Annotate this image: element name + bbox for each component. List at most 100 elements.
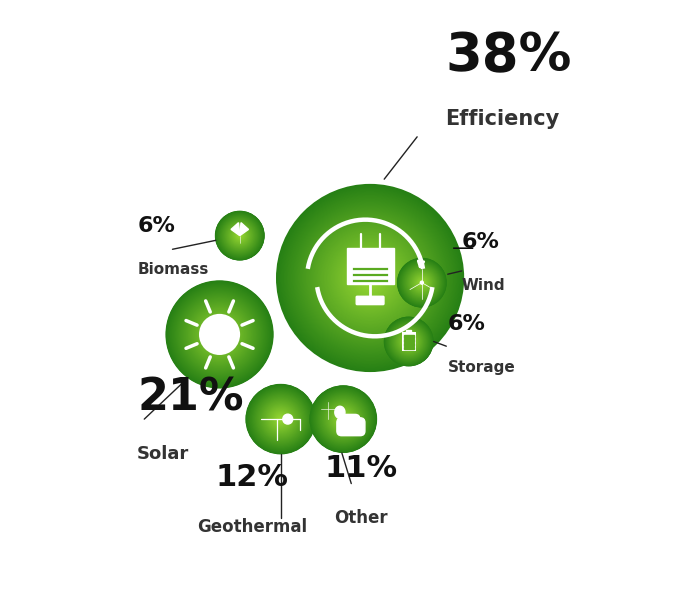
Circle shape — [269, 408, 292, 431]
Circle shape — [404, 264, 440, 301]
Circle shape — [324, 400, 362, 438]
Circle shape — [319, 395, 368, 444]
Circle shape — [230, 226, 249, 245]
Circle shape — [404, 337, 413, 346]
Circle shape — [279, 417, 282, 421]
Circle shape — [267, 406, 294, 433]
Circle shape — [264, 402, 298, 436]
Circle shape — [192, 307, 248, 362]
Circle shape — [357, 265, 384, 291]
Circle shape — [272, 411, 289, 428]
Circle shape — [384, 317, 433, 366]
Circle shape — [219, 334, 220, 335]
Circle shape — [236, 232, 244, 239]
Circle shape — [174, 288, 266, 381]
Circle shape — [384, 317, 433, 365]
Circle shape — [400, 332, 418, 351]
Circle shape — [177, 291, 262, 377]
Circle shape — [221, 217, 259, 255]
Circle shape — [170, 284, 270, 384]
Circle shape — [294, 202, 446, 354]
Circle shape — [221, 216, 259, 255]
Circle shape — [384, 316, 433, 366]
Circle shape — [340, 416, 346, 422]
Circle shape — [390, 323, 427, 360]
Circle shape — [343, 428, 348, 434]
Text: Geothermal: Geothermal — [197, 518, 308, 536]
Circle shape — [236, 232, 244, 240]
Circle shape — [322, 398, 364, 440]
Circle shape — [392, 325, 425, 358]
Circle shape — [310, 386, 377, 452]
Circle shape — [421, 282, 422, 284]
Circle shape — [312, 388, 375, 450]
Circle shape — [406, 266, 438, 299]
Circle shape — [397, 258, 446, 307]
Circle shape — [201, 316, 237, 353]
Circle shape — [420, 280, 424, 285]
Circle shape — [413, 273, 431, 292]
Circle shape — [213, 327, 227, 342]
Circle shape — [391, 323, 427, 360]
FancyBboxPatch shape — [337, 418, 365, 436]
Circle shape — [229, 225, 250, 247]
Circle shape — [310, 387, 376, 452]
Circle shape — [259, 398, 302, 441]
Circle shape — [402, 262, 442, 303]
Circle shape — [255, 393, 306, 445]
Circle shape — [343, 419, 344, 420]
Circle shape — [387, 320, 431, 364]
Circle shape — [352, 260, 388, 296]
Circle shape — [327, 235, 413, 321]
Circle shape — [230, 227, 249, 245]
Circle shape — [329, 405, 357, 433]
Circle shape — [401, 334, 416, 349]
Circle shape — [215, 211, 264, 260]
Circle shape — [390, 323, 428, 360]
Circle shape — [405, 266, 439, 299]
Circle shape — [174, 289, 265, 380]
Circle shape — [406, 339, 411, 344]
Circle shape — [397, 258, 446, 307]
Circle shape — [391, 324, 426, 359]
Circle shape — [238, 234, 242, 238]
Circle shape — [319, 395, 367, 443]
Circle shape — [193, 307, 246, 362]
Circle shape — [390, 323, 427, 360]
Circle shape — [316, 392, 371, 447]
Circle shape — [280, 419, 282, 420]
Circle shape — [275, 413, 287, 425]
Circle shape — [301, 209, 439, 347]
Circle shape — [393, 326, 424, 357]
Circle shape — [387, 320, 430, 363]
Circle shape — [211, 326, 228, 343]
Circle shape — [279, 418, 282, 420]
Circle shape — [408, 341, 409, 342]
Circle shape — [391, 324, 426, 359]
Circle shape — [399, 260, 445, 306]
Circle shape — [177, 292, 262, 377]
Circle shape — [309, 217, 431, 339]
Circle shape — [199, 314, 240, 355]
Circle shape — [417, 277, 427, 288]
Circle shape — [338, 246, 402, 310]
Circle shape — [185, 300, 254, 369]
Circle shape — [270, 409, 291, 430]
Circle shape — [358, 266, 382, 290]
Text: 12%: 12% — [216, 463, 289, 492]
Circle shape — [219, 214, 261, 257]
Circle shape — [203, 318, 236, 351]
Circle shape — [402, 263, 441, 302]
Circle shape — [324, 232, 416, 324]
Circle shape — [399, 332, 419, 351]
Circle shape — [393, 326, 424, 357]
Circle shape — [226, 222, 254, 249]
Circle shape — [210, 324, 230, 345]
Circle shape — [398, 259, 446, 307]
Circle shape — [310, 386, 376, 452]
Circle shape — [266, 404, 296, 434]
Circle shape — [339, 414, 348, 424]
Circle shape — [262, 400, 300, 439]
Circle shape — [220, 216, 259, 255]
Circle shape — [401, 262, 442, 304]
